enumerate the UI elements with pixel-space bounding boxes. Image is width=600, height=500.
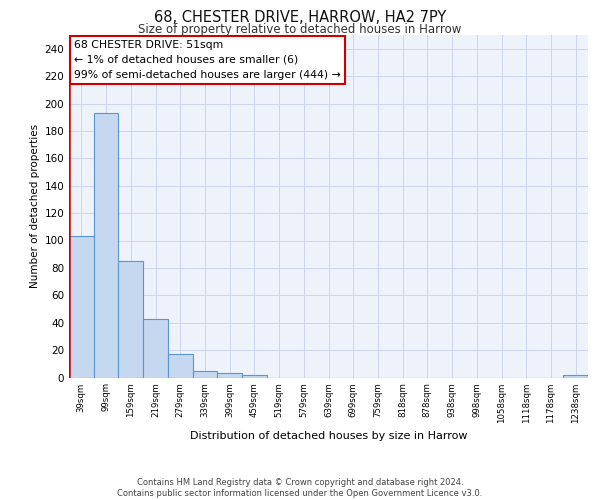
Bar — [217, 374, 242, 378]
Bar — [242, 375, 267, 378]
Text: Size of property relative to detached houses in Harrow: Size of property relative to detached ho… — [139, 22, 461, 36]
Bar — [193, 370, 217, 378]
Bar — [118, 261, 143, 378]
Bar — [94, 113, 118, 378]
Bar — [69, 236, 94, 378]
Bar — [563, 375, 588, 378]
Text: 68 CHESTER DRIVE: 51sqm
← 1% of detached houses are smaller (6)
99% of semi-deta: 68 CHESTER DRIVE: 51sqm ← 1% of detached… — [74, 40, 341, 80]
Bar — [143, 318, 168, 378]
Text: 68, CHESTER DRIVE, HARROW, HA2 7PY: 68, CHESTER DRIVE, HARROW, HA2 7PY — [154, 10, 446, 25]
X-axis label: Distribution of detached houses by size in Harrow: Distribution of detached houses by size … — [190, 431, 467, 441]
Text: Contains HM Land Registry data © Crown copyright and database right 2024.
Contai: Contains HM Land Registry data © Crown c… — [118, 478, 482, 498]
Bar — [168, 354, 193, 378]
Y-axis label: Number of detached properties: Number of detached properties — [30, 124, 40, 288]
